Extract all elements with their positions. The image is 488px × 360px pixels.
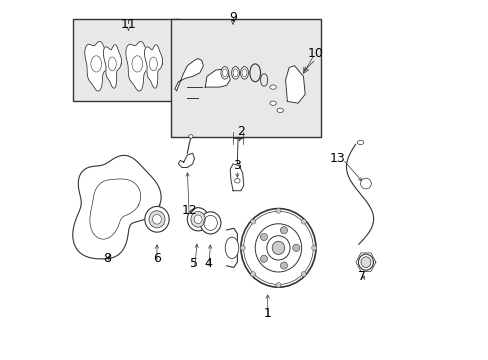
- Circle shape: [280, 227, 287, 234]
- Polygon shape: [230, 164, 244, 191]
- Circle shape: [292, 244, 299, 251]
- Circle shape: [260, 233, 267, 240]
- Polygon shape: [205, 69, 230, 87]
- Text: 6: 6: [153, 252, 161, 265]
- Text: 3: 3: [233, 159, 241, 172]
- Text: 4: 4: [204, 257, 212, 270]
- Circle shape: [280, 262, 287, 269]
- Ellipse shape: [255, 224, 301, 272]
- Ellipse shape: [266, 236, 289, 260]
- Polygon shape: [103, 45, 121, 88]
- Ellipse shape: [276, 108, 283, 112]
- Circle shape: [311, 246, 316, 250]
- Ellipse shape: [360, 257, 370, 267]
- Ellipse shape: [234, 179, 240, 183]
- Circle shape: [301, 272, 305, 276]
- Ellipse shape: [149, 211, 164, 228]
- Polygon shape: [178, 153, 194, 167]
- Bar: [171, 19, 321, 137]
- Ellipse shape: [190, 211, 205, 227]
- Circle shape: [301, 219, 305, 224]
- Text: 8: 8: [103, 252, 111, 265]
- Ellipse shape: [241, 208, 315, 287]
- Ellipse shape: [188, 135, 193, 138]
- Ellipse shape: [221, 67, 228, 79]
- Circle shape: [275, 208, 281, 213]
- Ellipse shape: [269, 85, 276, 89]
- Circle shape: [260, 255, 267, 262]
- Polygon shape: [125, 41, 149, 91]
- Circle shape: [360, 178, 370, 189]
- Bar: [73, 19, 180, 102]
- Polygon shape: [73, 156, 161, 259]
- Ellipse shape: [269, 101, 276, 105]
- Circle shape: [240, 246, 244, 250]
- Circle shape: [250, 219, 255, 224]
- Text: 7: 7: [358, 270, 366, 283]
- Ellipse shape: [240, 67, 248, 79]
- Text: 13: 13: [329, 152, 345, 165]
- Ellipse shape: [272, 241, 284, 255]
- Ellipse shape: [357, 140, 363, 145]
- Ellipse shape: [200, 212, 221, 234]
- Ellipse shape: [225, 237, 238, 258]
- Polygon shape: [226, 228, 237, 267]
- Ellipse shape: [152, 215, 161, 224]
- Ellipse shape: [144, 206, 169, 232]
- Ellipse shape: [358, 254, 373, 270]
- Polygon shape: [84, 41, 108, 91]
- Polygon shape: [144, 45, 162, 88]
- Text: 10: 10: [307, 47, 323, 60]
- Text: 1: 1: [263, 307, 271, 320]
- Polygon shape: [175, 59, 203, 91]
- Text: 11: 11: [120, 18, 136, 31]
- Text: 2: 2: [237, 125, 244, 138]
- Text: 12: 12: [181, 204, 197, 217]
- Ellipse shape: [194, 215, 202, 224]
- Ellipse shape: [231, 67, 239, 79]
- Circle shape: [275, 283, 281, 288]
- Polygon shape: [285, 66, 305, 103]
- Text: 5: 5: [190, 257, 198, 270]
- Text: 9: 9: [229, 11, 237, 24]
- Ellipse shape: [187, 208, 208, 231]
- Circle shape: [250, 272, 255, 276]
